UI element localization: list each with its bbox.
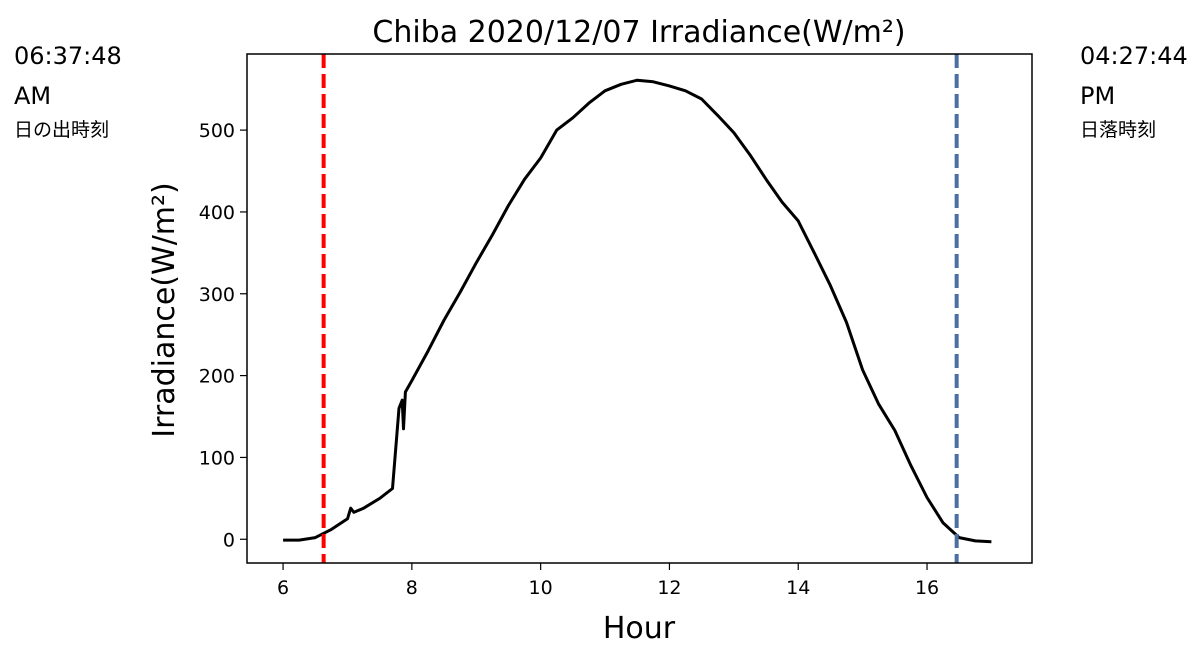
y-tick-label: 100 [199, 447, 235, 469]
sunrise-label: 日の出時刻 [14, 119, 109, 141]
x-tick-label: 6 [277, 577, 289, 599]
sunset-ampm: PM [1080, 82, 1115, 110]
x-axis-label: Hour [603, 611, 676, 645]
y-tick-label: 500 [199, 120, 235, 142]
sunset-label: 日落時刻 [1080, 119, 1156, 141]
y-tick-label: 300 [199, 284, 235, 306]
sunrise-ampm: AM [14, 82, 51, 110]
y-tick-label: 0 [223, 529, 235, 551]
plot-frame [246, 53, 1033, 564]
sunset-time: 04:27:44 [1080, 42, 1188, 70]
x-tick-label: 16 [915, 577, 939, 599]
y-tick-label: 400 [199, 202, 235, 224]
x-tick-label: 10 [529, 577, 553, 599]
sunrise-time: 06:37:48 [14, 42, 122, 70]
x-tick-label: 8 [406, 577, 418, 599]
y-axis-label: Irradiance(W/m²) [147, 182, 182, 438]
chart-title: Chiba 2020/12/07 Irradiance(W/m²) [372, 15, 905, 50]
x-tick-label: 12 [657, 577, 681, 599]
data-line [283, 78, 992, 544]
x-tick-label: 14 [786, 577, 810, 599]
y-tick-label: 200 [199, 366, 235, 388]
